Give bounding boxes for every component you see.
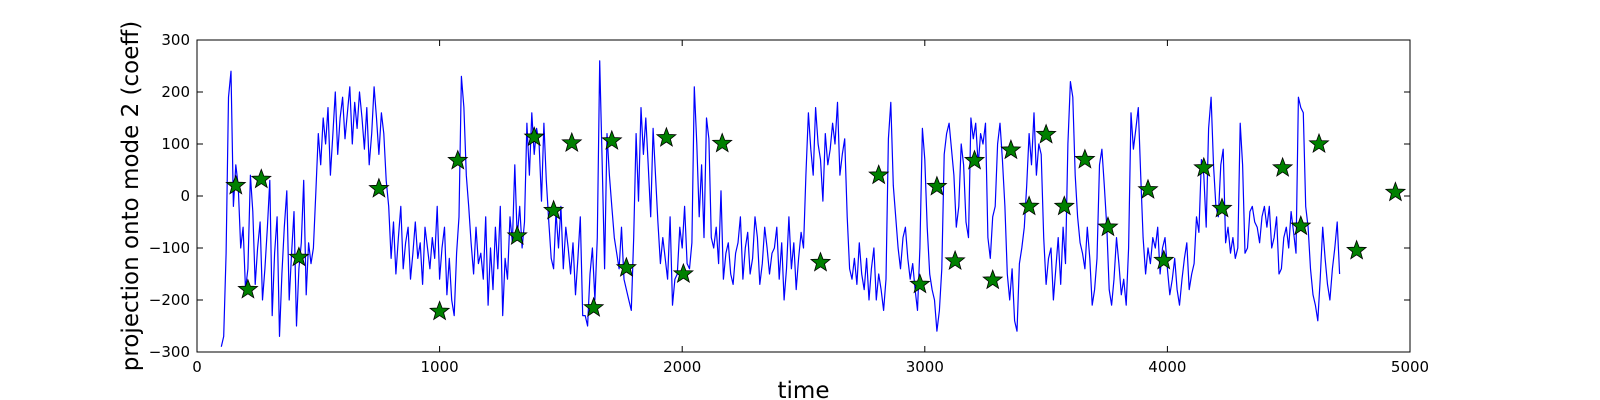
star-marker (583, 296, 605, 317)
x-tick-label: 0 (192, 358, 202, 376)
y-tick-label: −100 (149, 239, 190, 257)
star-marker (1137, 178, 1159, 199)
y-tick-label: 100 (161, 135, 190, 153)
star-marker (543, 199, 565, 220)
star-marker (1018, 195, 1040, 216)
star-marker (868, 164, 890, 185)
star-marker (601, 129, 623, 150)
y-axis-label: projection onto mode 2 (coeff) (118, 21, 144, 371)
x-tick-label: 5000 (1391, 358, 1429, 376)
star-marker (1074, 148, 1096, 169)
plot-background (197, 40, 1410, 352)
x-tick-label: 2000 (663, 358, 701, 376)
y-tick-label: 200 (161, 83, 190, 101)
star-marker (288, 246, 310, 267)
star-marker (561, 131, 583, 153)
star-marker (1053, 195, 1075, 216)
star-marker (1272, 156, 1294, 177)
star-marker (655, 126, 677, 147)
x-tick-label: 4000 (1148, 358, 1186, 376)
star-marker (1097, 216, 1119, 237)
star-marker (944, 249, 966, 271)
y-tick-label: −200 (149, 291, 190, 309)
star-marker (250, 168, 272, 189)
star-marker (909, 273, 931, 294)
star-marker (368, 177, 390, 198)
star-marker (1211, 197, 1233, 218)
star-marker (523, 126, 545, 147)
star-marker (506, 224, 528, 246)
star-marker (429, 300, 451, 321)
y-tick-label: −300 (149, 343, 190, 361)
tick-layer: 0 1000 2000 3000 4000 5000 −300 −200 −100 0 100 200… (149, 31, 1429, 376)
star-marker (963, 149, 986, 170)
star-marker (447, 149, 469, 170)
y-tick-label: 0 (180, 187, 190, 205)
star-marker (237, 278, 259, 299)
marker-layer (225, 123, 1407, 321)
star-marker (711, 132, 733, 153)
star-marker (1384, 181, 1407, 202)
star-marker (615, 256, 637, 277)
y-tick-label: 300 (161, 31, 190, 49)
x-tick-label: 3000 (906, 358, 944, 376)
star-marker (672, 262, 694, 284)
star-marker (225, 174, 247, 195)
star-marker (1308, 132, 1330, 154)
star-marker (1035, 123, 1057, 144)
star-marker (1346, 239, 1368, 260)
star-marker (809, 251, 832, 272)
star-marker (926, 175, 948, 196)
x-axis-label: time (778, 378, 830, 400)
star-marker (1193, 156, 1215, 177)
line-layer (220, 60, 1341, 347)
star-marker (1153, 249, 1175, 270)
star-marker (1000, 139, 1022, 160)
star-marker (982, 269, 1004, 290)
series-line (220, 60, 1341, 347)
x-tick-label: 1000 (421, 358, 459, 376)
star-marker (1290, 215, 1312, 236)
